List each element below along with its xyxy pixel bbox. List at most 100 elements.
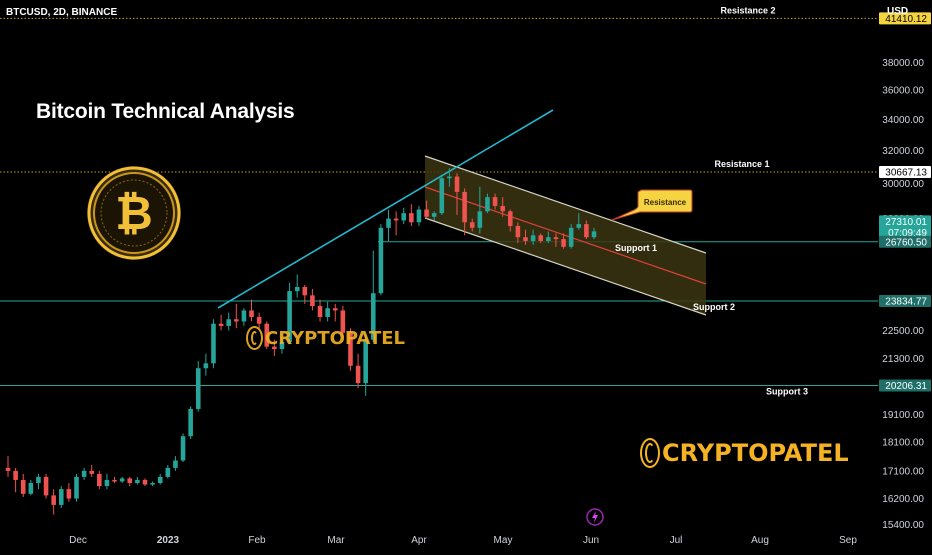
candle-body — [469, 222, 475, 228]
candle-body — [500, 205, 505, 212]
candle-body — [211, 323, 216, 364]
candle-body — [317, 306, 323, 318]
candle-body — [401, 213, 407, 221]
channel-mid-line — [424, 186, 707, 285]
candle-body — [325, 308, 330, 318]
candle — [279, 337, 285, 354]
candle-body — [43, 476, 49, 496]
price-tag: 07:09:49 — [879, 226, 931, 239]
candle — [256, 312, 262, 329]
candle — [348, 328, 353, 371]
level-label: Support 2 — [693, 302, 735, 312]
candle-body — [302, 286, 308, 296]
candle-body — [74, 476, 79, 499]
x-tick-label: Jul — [670, 535, 683, 546]
candle — [226, 312, 231, 331]
candle-body — [371, 293, 376, 340]
candle-body — [264, 323, 270, 347]
candle-body — [393, 218, 399, 221]
candle-body — [485, 197, 490, 212]
candle — [180, 433, 186, 462]
candle — [203, 353, 209, 376]
candle-body — [36, 476, 41, 483]
price-tag: 23834.77 — [879, 294, 931, 307]
candle — [340, 306, 346, 338]
bitcoin-coin-logo: ₿ — [87, 166, 181, 260]
candle — [492, 193, 498, 210]
descending-channel — [424, 155, 707, 316]
candle — [119, 476, 125, 483]
level-label: Resistance 1 — [714, 159, 769, 169]
candle — [218, 314, 224, 331]
price-tag-text: 26760.50 — [885, 237, 927, 248]
candle — [165, 464, 171, 479]
candle — [135, 476, 140, 485]
price-tag-bg — [879, 294, 931, 307]
price-tag-bg — [879, 215, 931, 228]
x-tick-label: Mar — [327, 535, 345, 546]
y-tick-label: 15400.00 — [882, 520, 924, 531]
candle-body — [165, 467, 171, 477]
candle — [378, 224, 384, 296]
candle-body — [355, 365, 361, 384]
y-tick-label: 18100.00 — [882, 437, 924, 448]
price-tag-bg — [879, 166, 931, 179]
x-tick-label: 2023 — [157, 535, 180, 546]
y-tick-label: 32000.00 — [882, 146, 924, 157]
candle-body — [157, 476, 163, 483]
candle — [371, 250, 376, 342]
price-tag-text: 30667.13 — [885, 168, 927, 179]
candle-body — [272, 346, 277, 349]
candle-body — [28, 482, 34, 494]
candle-body — [135, 479, 140, 483]
price-tag-bg — [879, 379, 931, 392]
candle-body — [188, 408, 193, 437]
brand-logo-icon — [640, 438, 660, 468]
candle-body — [424, 209, 429, 217]
candle-body — [127, 478, 133, 483]
candle — [447, 168, 452, 187]
candle-body — [477, 211, 483, 228]
candle — [538, 233, 544, 243]
candle — [485, 193, 490, 214]
candle — [515, 222, 521, 243]
candle-body — [568, 227, 574, 247]
candle — [28, 479, 34, 496]
candle — [104, 473, 110, 490]
candle-body — [104, 479, 110, 487]
svg-text:₿: ₿ — [115, 186, 153, 240]
price-tag-bg — [879, 226, 931, 239]
candle — [462, 188, 467, 236]
callout-text: Resistance — [644, 198, 687, 207]
candle — [530, 229, 536, 245]
candle — [317, 299, 323, 322]
candle — [454, 173, 460, 215]
candle — [66, 482, 72, 502]
candle-body — [97, 473, 102, 487]
candle — [36, 473, 41, 490]
x-tick-label: Jun — [583, 535, 599, 546]
candle — [409, 204, 414, 226]
level-label: Support 3 — [766, 386, 808, 396]
y-tick-label: 19100.00 — [882, 410, 924, 421]
candle-body — [119, 478, 125, 482]
lightning-icon[interactable] — [586, 508, 604, 526]
candle — [241, 308, 247, 326]
y-tick-label: 16200.00 — [882, 494, 924, 505]
candle — [89, 464, 94, 477]
candle-body — [203, 363, 209, 369]
candle — [127, 476, 133, 487]
x-tick-label: May — [494, 535, 513, 546]
level-label: Support 1 — [615, 243, 657, 253]
candle-body — [591, 231, 597, 238]
time-axis: Dec 2023 Feb Mar Apr May Jun Jul Aug Sep — [69, 535, 857, 546]
candle-body — [66, 489, 72, 499]
candle-body — [249, 310, 254, 318]
price-tag: 27310.01 — [879, 215, 931, 228]
candle-body — [378, 227, 384, 294]
candle-body — [150, 482, 155, 485]
candle-body — [195, 368, 201, 409]
candle — [173, 456, 178, 471]
